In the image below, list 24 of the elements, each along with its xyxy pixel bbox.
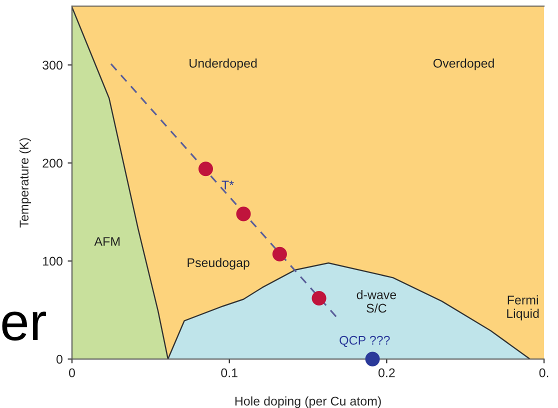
annotation: QCP ??? <box>340 336 390 347</box>
x-tick-label: 0 <box>68 368 75 378</box>
point <box>365 352 380 366</box>
x-tick-label: 0.2 <box>378 368 395 378</box>
annotation: Fermi Liquid <box>507 295 539 320</box>
x-tick-label: 0.1 <box>221 368 238 378</box>
y-tick-label: 200 <box>42 158 62 168</box>
x-axis-title: Hole doping (per Cu atom) <box>235 396 381 408</box>
y-tick-label: 0 <box>56 354 62 364</box>
point <box>198 162 214 176</box>
annotation: AFM <box>94 237 120 246</box>
y-tick-label: 100 <box>43 256 62 266</box>
annotation: Underdoped <box>190 58 257 70</box>
annotation: Overdoped <box>433 58 494 70</box>
point <box>312 290 326 306</box>
x-tick-label: 0. <box>539 368 548 378</box>
point <box>236 206 251 222</box>
text: er <box>2 312 46 341</box>
y-axis-title: Temperature (K) <box>19 138 31 228</box>
annotation: T* <box>222 180 234 190</box>
annotation: d-wave S/C <box>356 290 396 313</box>
y-tick-label: 300 <box>42 60 62 70</box>
annotation: Pseudogap <box>188 258 250 270</box>
point <box>272 246 287 262</box>
